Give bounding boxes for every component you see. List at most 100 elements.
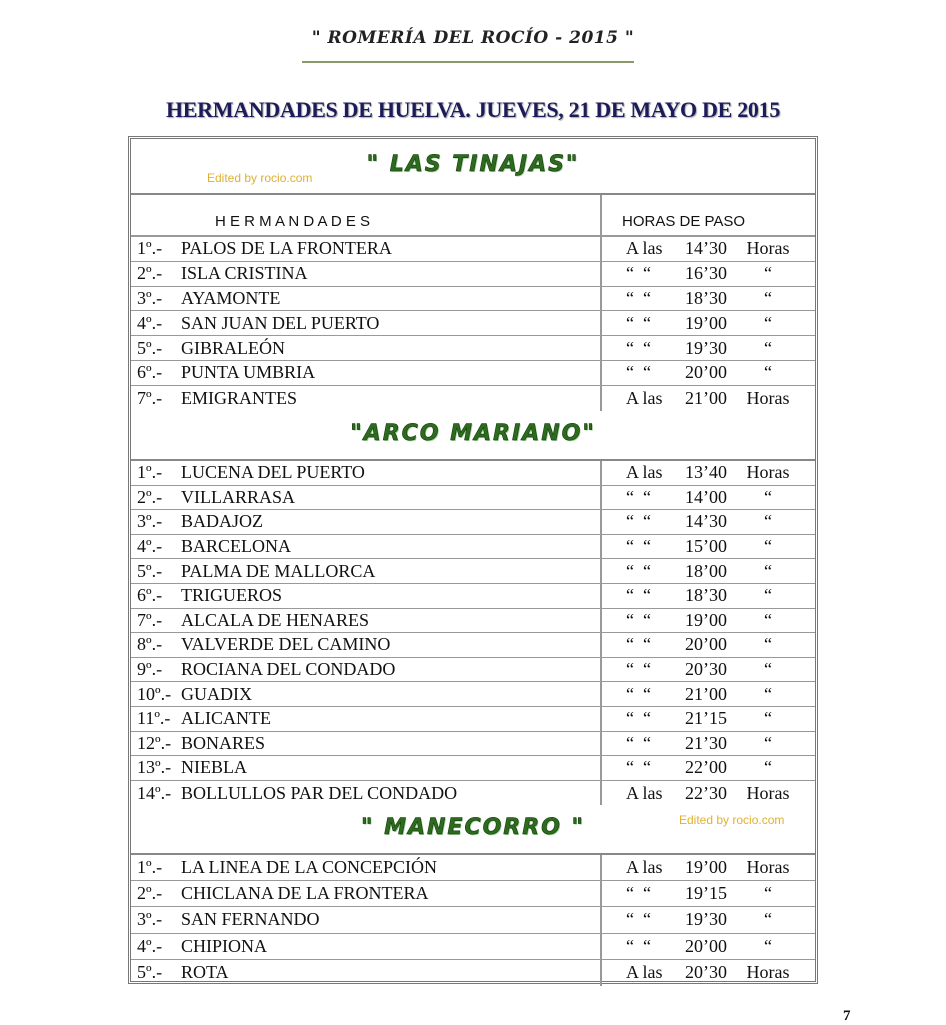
time-suffix: “: [764, 634, 772, 655]
time-value: 20’30: [685, 962, 727, 983]
hermandad-name: NIEBLA: [181, 757, 247, 778]
hermandad-name: CHIPIONA: [181, 935, 268, 956]
schedule-table: " LAS TINAJAS" Edited by rocio.com H E R M…: [128, 136, 818, 986]
time-prefix: A las: [626, 387, 663, 408]
time-suffix: Horas: [746, 238, 790, 259]
time-prefix: “ “: [626, 263, 651, 284]
row-number: 3º.-: [137, 287, 163, 308]
hermandad-name: ROCIANA DEL CONDADO: [181, 659, 396, 680]
table-row: 4º.- CHIPIONA “ “ 20’00 “: [131, 933, 815, 960]
table-row: 5º.- ROTA A las 20’30 Horas: [131, 959, 815, 986]
time-prefix: “ “: [626, 609, 651, 630]
row-number: 5º.-: [137, 962, 163, 983]
time-suffix: “: [764, 659, 772, 680]
time-suffix: “: [764, 732, 772, 753]
time-suffix: Horas: [746, 962, 790, 983]
time-suffix: Horas: [746, 462, 790, 483]
time-value: 20’00: [685, 935, 727, 956]
time-suffix: “: [764, 536, 772, 557]
time-prefix: “ “: [626, 909, 651, 930]
time-prefix: A las: [626, 962, 663, 983]
watermark: Edited by rocio.com: [679, 813, 785, 827]
hermandad-name: ROTA: [181, 962, 229, 983]
table-row: 7º.- ALCALA DE HENARES “ “ 19’00 “: [131, 608, 815, 634]
hermandad-name: ISLA CRISTINA: [181, 263, 308, 284]
column-header-horas: HORAS DE PASO: [600, 195, 815, 235]
row-number: 6º.-: [137, 362, 163, 383]
hermandad-name: BARCELONA: [181, 536, 292, 557]
time-value: 19’00: [685, 312, 727, 333]
table-row: 4º.- BARCELONA “ “ 15’00 “: [131, 534, 815, 560]
time-suffix: Horas: [746, 782, 790, 803]
row-number: 7º.-: [137, 609, 163, 630]
time-prefix: “ “: [626, 683, 651, 704]
row-number: 11º.-: [137, 708, 171, 729]
header-divider: [302, 61, 634, 63]
time-value: 20’30: [685, 659, 727, 680]
row-number: 7º.-: [137, 387, 163, 408]
table-row: 14º.- BOLLULLOS PAR DEL CONDADO A las 22’30…: [131, 780, 815, 806]
document-header-title: " ROMERÍA DEL ROCÍO - 2015 ": [311, 28, 635, 48]
time-suffix: “: [764, 585, 772, 606]
time-prefix: A las: [626, 462, 663, 483]
section-title-row: " MANECORRO " Edited by rocio.com: [131, 805, 815, 855]
time-suffix: “: [764, 263, 772, 284]
column-header-row: H E R M A N D A D E S HORAS DE PASO: [131, 195, 815, 237]
page-title: HERMANDADES DE HUELVA. JUEVES, 21 DE MAY…: [165, 97, 781, 122]
time-value: 15’00: [685, 536, 727, 557]
table-row: 3º.- SAN FERNANDO “ “ 19’30 “: [131, 907, 815, 934]
time-suffix: “: [764, 757, 772, 778]
time-value: 16’30: [685, 263, 727, 284]
time-value: 14’30: [685, 238, 727, 259]
time-prefix: A las: [626, 782, 663, 803]
time-prefix: A las: [626, 857, 663, 878]
time-prefix: “ “: [626, 287, 651, 308]
time-suffix: “: [764, 560, 772, 581]
hermandad-name: PUNTA UMBRIA: [181, 362, 316, 383]
time-prefix: “ “: [626, 362, 651, 383]
time-suffix: “: [764, 883, 772, 904]
table-row: 4º.- SAN JUAN DEL PUERTO “ “ 19’00 “: [131, 311, 815, 337]
time-value: 18’30: [685, 585, 727, 606]
time-suffix: “: [764, 337, 772, 358]
row-number: 2º.-: [137, 883, 163, 904]
time-value: 21’15: [685, 708, 727, 729]
table-row: 12º.- BONARES “ “ 21’30 “: [131, 731, 815, 757]
hermandad-name: VILLARRASA: [181, 486, 296, 507]
table-row: 7º.- EMIGRANTES A las 21’00 Horas: [131, 385, 815, 411]
table-row: 6º.- PUNTA UMBRIA “ “ 20’00 “: [131, 361, 815, 386]
time-suffix: Horas: [746, 387, 790, 408]
row-number: 1º.-: [137, 462, 163, 483]
table-row: 10º.- GUADIX “ “ 21’00 “: [131, 682, 815, 707]
section-title: "ARCO MARIANO": [350, 421, 596, 447]
time-prefix: “ “: [626, 659, 651, 680]
table-row: 6º.- TRIGUEROS “ “ 18’30 “: [131, 584, 815, 609]
table-row: 3º.- BADAJOZ “ “ 14’30 “: [131, 510, 815, 535]
time-value: 14’30: [685, 511, 727, 532]
row-number: 2º.-: [137, 486, 163, 507]
time-prefix: “ “: [626, 312, 651, 333]
row-number: 5º.-: [137, 337, 163, 358]
time-value: 20’00: [685, 362, 727, 383]
time-suffix: “: [764, 362, 772, 383]
time-value: 19’00: [685, 609, 727, 630]
row-number: 13º.-: [137, 757, 172, 778]
time-suffix: “: [764, 909, 772, 930]
hermandad-name: PALOS DE LA FRONTERA: [181, 238, 392, 259]
hermandad-name: EMIGRANTES: [181, 387, 297, 408]
table-row: 3º.- AYAMONTE “ “ 18’30 “: [131, 286, 815, 312]
table-row: 5º.- PALMA DE MALLORCA “ “ 18’00 “: [131, 559, 815, 584]
table-row: 9º.- ROCIANA DEL CONDADO “ “ 20’30 “: [131, 657, 815, 683]
hermandad-name: SAN JUAN DEL PUERTO: [181, 312, 380, 333]
time-suffix: “: [764, 609, 772, 630]
row-number: 5º.-: [137, 560, 163, 581]
time-prefix: “ “: [626, 560, 651, 581]
section-title-row: "ARCO MARIANO": [131, 411, 815, 461]
hermandad-name: TRIGUEROS: [181, 585, 283, 606]
hermandad-name: LA LINEA DE LA CONCEPCIÓN: [181, 857, 437, 878]
time-value: 22’00: [685, 757, 727, 778]
hermandad-name: GIBRALEÓN: [181, 337, 285, 358]
row-number: 1º.-: [137, 857, 163, 878]
time-suffix: Horas: [746, 857, 790, 878]
time-value: 22’30: [685, 782, 727, 803]
